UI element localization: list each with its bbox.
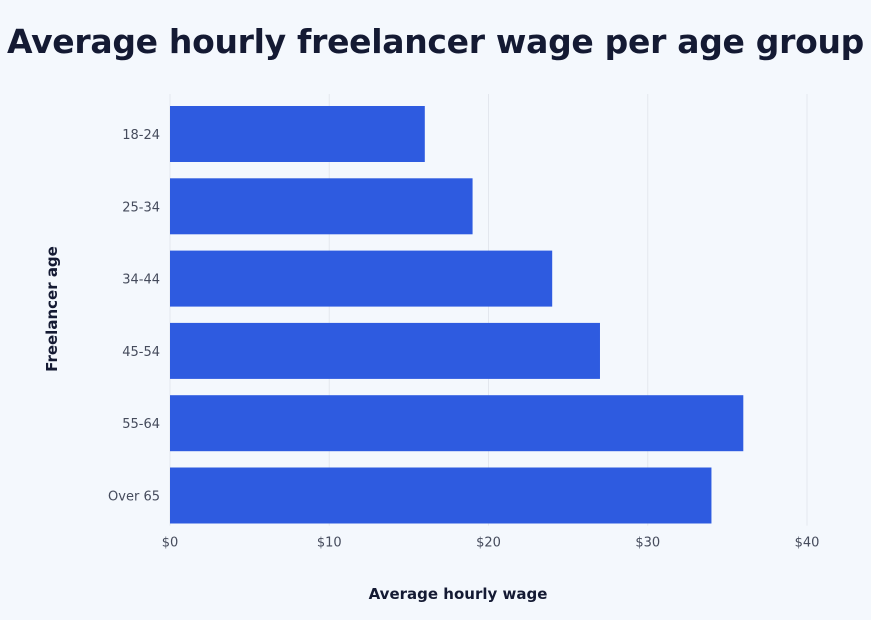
bars xyxy=(170,106,744,524)
x-tick-labels: $0 $10 $20 $30 $40 xyxy=(162,536,820,551)
bar xyxy=(170,106,425,162)
y-tick-label: Over 65 xyxy=(108,490,160,505)
y-tick-label: 45-54 xyxy=(122,345,160,360)
grid-lines xyxy=(169,94,808,526)
bar xyxy=(170,322,600,379)
bar xyxy=(170,250,553,307)
y-tick-labels: 18-24 25-34 34-44 45-54 55-64 Over 65 xyxy=(108,128,160,505)
y-tick-label: 25-34 xyxy=(122,200,160,215)
x-tick-label: $0 xyxy=(162,536,179,551)
bar xyxy=(170,467,712,524)
x-tick-label: $30 xyxy=(635,536,660,551)
y-tick-label: 55-64 xyxy=(122,417,160,432)
bar xyxy=(170,178,473,235)
y-tick-label: 34-44 xyxy=(122,273,160,288)
x-axis-title: Average hourly wage xyxy=(369,585,548,603)
bar xyxy=(170,395,744,452)
x-tick-label: $20 xyxy=(476,536,501,551)
x-tick-label: $40 xyxy=(795,536,820,551)
y-tick-label: 18-24 xyxy=(122,128,160,143)
x-tick-label: $10 xyxy=(317,536,342,551)
y-axis-title: Freelancer age xyxy=(43,246,61,372)
chart-title: Average hourly freelancer wage per age g… xyxy=(7,22,864,61)
